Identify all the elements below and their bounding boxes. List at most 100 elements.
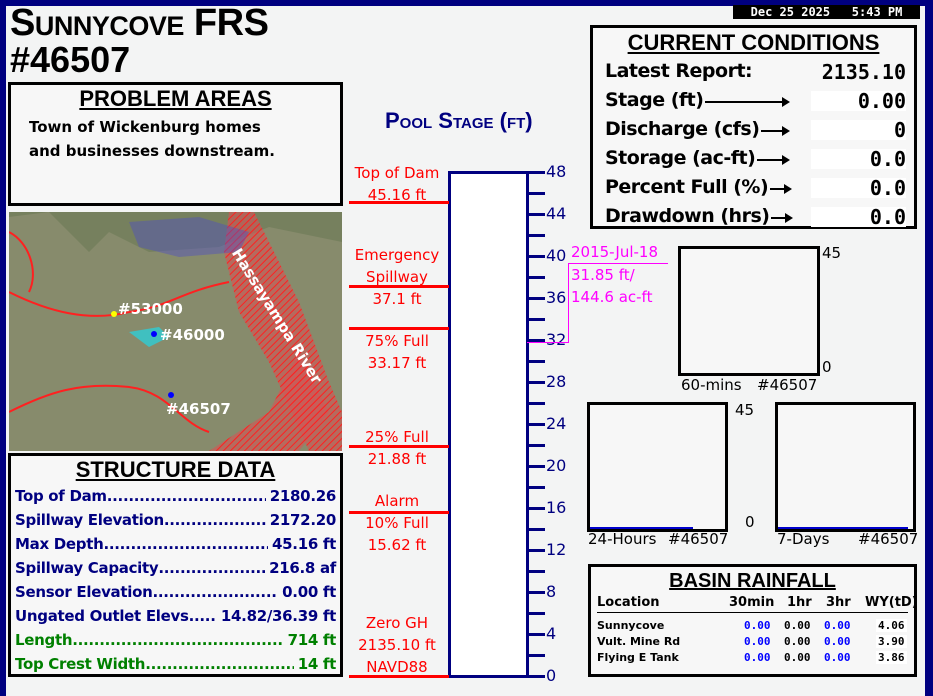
scale-tick bbox=[527, 675, 545, 678]
condition-label: Discharge (cfs) bbox=[605, 118, 760, 140]
arrow-head bbox=[784, 184, 792, 194]
chart-60-mins-ymax: 45 bbox=[822, 244, 842, 262]
structure-data-heading: STRUCTURE DATA bbox=[75, 457, 276, 482]
rainfall-header: Location 30min 1hr 3hr WY(tD) bbox=[597, 595, 918, 613]
scale-label: 48 bbox=[546, 162, 567, 181]
rainfall-location: Vult. Mine Rd bbox=[597, 635, 681, 648]
latest-report-label: Latest Report: bbox=[605, 60, 753, 82]
chart-24-hours-ymin: 0 bbox=[745, 513, 755, 531]
level-label-line: NAVD88 bbox=[366, 658, 428, 676]
scale-tick bbox=[527, 591, 545, 594]
level-label: Alarm 10% Full 15.62 ft bbox=[349, 490, 445, 556]
level-label-line: 15.62 ft bbox=[367, 536, 427, 554]
condition-label: Stage (ft) bbox=[605, 89, 704, 111]
scale-tick bbox=[527, 423, 545, 426]
chart-24-hours bbox=[587, 402, 728, 532]
scale-tick bbox=[527, 465, 545, 468]
condition-value: 0.0 bbox=[811, 207, 906, 227]
rainfall-3hr: 0.00 bbox=[824, 651, 851, 664]
scale-tick bbox=[527, 381, 545, 384]
scale-tick bbox=[527, 234, 545, 237]
level-label: Zero GH 2135.10 ft NAVD88 bbox=[349, 612, 445, 678]
structure-data-panel: STRUCTURE DATA Top of Dam 2180.26 Spillway… bbox=[8, 453, 343, 677]
rainfall-30min: 0.00 bbox=[744, 635, 771, 648]
rainfall-row: Vult. Mine Rd 0.00 0.00 0.00 3.90 bbox=[597, 635, 908, 651]
structure-row: Ungated Outlet Elevs 14.82/36.39 ft bbox=[15, 607, 336, 625]
condition-value: 0.00 bbox=[811, 91, 906, 111]
structure-value: 2172.20 bbox=[269, 511, 337, 529]
level-line bbox=[349, 445, 449, 449]
scale-label: 40 bbox=[546, 246, 567, 265]
current-conditions-panel: CURRENT CONDITIONS Latest Report: 2135.1… bbox=[590, 25, 917, 229]
current-conditions-heading: CURRENT CONDITIONS bbox=[627, 30, 880, 55]
structure-label: Spillway Capacity bbox=[15, 559, 159, 577]
scale-tick bbox=[527, 213, 545, 216]
scale-label: 16 bbox=[546, 498, 567, 517]
datetime-display: Dec 25 2025 5:43 PM bbox=[733, 5, 920, 19]
level-label-line: Alarm bbox=[374, 492, 420, 510]
record-storage: 144.6 ac-ft bbox=[571, 288, 653, 306]
chart-60-mins-ymin: 0 bbox=[822, 358, 832, 376]
structure-value: 2180.26 bbox=[269, 487, 337, 505]
rainfall-location: Flying E Tank bbox=[597, 651, 679, 664]
rainfall-wy: 4.06 bbox=[876, 619, 907, 632]
level-label-line: 33.17 ft bbox=[367, 354, 427, 372]
map-label-53000: #53000 bbox=[118, 300, 183, 318]
condition-label: Drawdown (hrs) bbox=[605, 205, 770, 227]
scale-label: 4 bbox=[546, 624, 557, 643]
level-label: Emergency Spillway 37.1 ft bbox=[349, 244, 445, 310]
level-label-line: Spillway bbox=[366, 268, 428, 286]
level-label-line: 45.16 ft bbox=[367, 186, 427, 204]
col-location: Location bbox=[597, 595, 660, 610]
location-map[interactable]: #53000 #46000 #46507 Hassayampa River bbox=[9, 212, 342, 451]
arrow-head bbox=[782, 155, 790, 165]
scale-tick bbox=[527, 276, 545, 279]
scale-tick bbox=[527, 486, 545, 489]
arrow-icon bbox=[705, 101, 788, 103]
structure-label: Max Depth bbox=[15, 535, 104, 553]
condition-label: Percent Full (%) bbox=[605, 176, 769, 198]
condition-value: 0 bbox=[811, 120, 906, 140]
scale-tick bbox=[527, 171, 545, 174]
level-line bbox=[349, 675, 449, 678]
structure-label: Spillway Elevation bbox=[15, 511, 164, 529]
rainfall-wy: 3.86 bbox=[876, 651, 907, 664]
structure-label: Ungated Outlet Elevs bbox=[15, 607, 189, 625]
structure-row: Spillway Capacity 216.8 af bbox=[15, 559, 336, 577]
leader-dots bbox=[152, 583, 278, 601]
record-connector bbox=[568, 263, 569, 342]
problem-areas-text: Town of Wickenburg homes and businesses … bbox=[29, 118, 275, 160]
structure-row: Spillway Elevation 2172.20 bbox=[15, 511, 336, 529]
structure-value: 714 ft bbox=[287, 631, 337, 649]
rainfall-1hr: 0.00 bbox=[784, 635, 811, 648]
rainfall-3hr: 0.00 bbox=[824, 635, 851, 648]
scale-label: 8 bbox=[546, 582, 557, 601]
level-line bbox=[349, 510, 449, 514]
problem-areas-heading: PROBLEM AREAS bbox=[79, 86, 272, 111]
level-label: Top of Dam 45.16 ft bbox=[349, 162, 445, 206]
leader-dots bbox=[158, 559, 265, 577]
rainfall-1hr: 0.00 bbox=[784, 651, 811, 664]
arrow-icon bbox=[771, 217, 791, 219]
chart-60-mins-label: 60-mins bbox=[681, 376, 742, 394]
record-stage: 31.85 ft/ bbox=[571, 266, 635, 284]
scale-tick bbox=[527, 339, 545, 342]
chart-7-days bbox=[775, 402, 916, 532]
map-label-46000: #46000 bbox=[160, 326, 225, 344]
rainfall-3hr: 0.00 bbox=[824, 619, 851, 632]
condition-value: 0.0 bbox=[811, 149, 906, 169]
level-label-line: 21.88 ft bbox=[367, 450, 427, 468]
level-label-line: Emergency bbox=[354, 246, 440, 264]
scale-tick bbox=[527, 360, 545, 363]
site-title: Sunnycove FRS bbox=[10, 2, 269, 44]
scale-tick bbox=[527, 549, 545, 552]
structure-row: Sensor Elevation 0.00 ft bbox=[15, 583, 336, 601]
chart-7-days-id: #46507 bbox=[858, 530, 919, 548]
level-label: 75% Full 33.17 ft bbox=[349, 330, 445, 374]
level-label-line: 2135.10 ft bbox=[358, 636, 436, 654]
map-image bbox=[9, 212, 342, 451]
basin-rainfall-heading: BASIN RAINFALL bbox=[669, 570, 836, 592]
arrow-icon bbox=[770, 188, 790, 190]
condition-label: Storage (ac-ft) bbox=[605, 147, 756, 169]
structure-value: 216.8 af bbox=[269, 559, 336, 577]
